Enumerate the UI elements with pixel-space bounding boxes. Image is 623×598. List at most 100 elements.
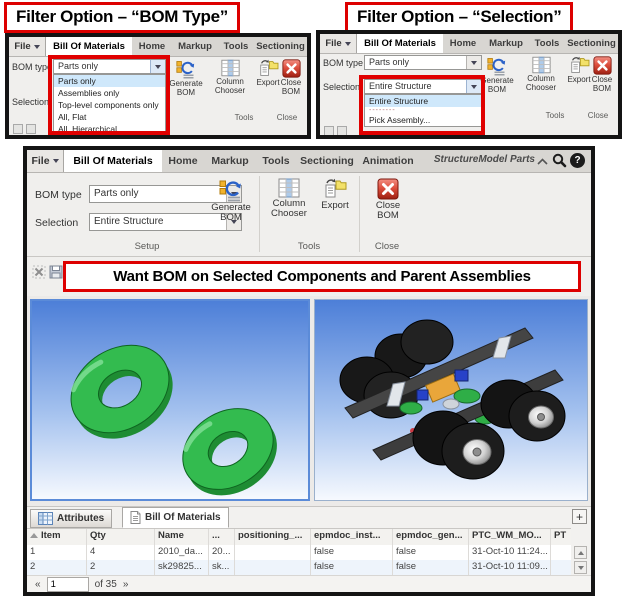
close-bom-icon: [281, 59, 301, 78]
mini2-export-button[interactable]: Export: [563, 56, 595, 85]
mini1-group-close: Close: [276, 113, 298, 122]
viewport-area: [27, 296, 591, 506]
close-bom-icon: [592, 56, 612, 75]
option-all-hierarchical[interactable]: All, Hierarchical: [58, 124, 118, 134]
column-header-epmdoc-gen[interactable]: epmdoc_gen...: [393, 529, 469, 546]
mini1-group-tools: Tools: [234, 113, 254, 122]
mini1-tab-tools[interactable]: Tools: [223, 41, 249, 52]
mini2-toolbar-sliver: [324, 126, 347, 135]
export-icon: [259, 59, 278, 76]
option-entire-structure[interactable]: Entire Structure: [365, 95, 481, 107]
column-header-ptc-wm[interactable]: PTC_WM_MO...: [469, 529, 551, 546]
column-header-more[interactable]: ...: [209, 529, 235, 546]
save-view-icon[interactable]: [337, 126, 347, 135]
scroll-down-button[interactable]: [574, 561, 587, 574]
main-tab-bill-of-materials[interactable]: Bill Of Materials: [64, 150, 162, 172]
dropdown-arrow-icon[interactable]: [466, 56, 481, 69]
mini1-tab-markup[interactable]: Markup: [178, 41, 212, 52]
mini2-tab-home[interactable]: Home: [449, 38, 477, 49]
callout-selection-title: Filter Option – “Selection”: [345, 2, 574, 33]
main-bom-type-dropdown[interactable]: Parts only: [89, 185, 242, 203]
main-tab-bar: File Bill Of Materials Home Markup Tools…: [27, 150, 591, 173]
mini1-close-bom-button[interactable]: Close BOM: [277, 59, 305, 97]
column-header-qty[interactable]: Qty: [87, 529, 155, 546]
mini2-bom-type-label: BOM type: [323, 58, 364, 68]
main-tab-animation[interactable]: Animation: [362, 155, 414, 167]
column-header-pt[interactable]: PT: [554, 530, 567, 541]
document-icon: [130, 511, 141, 524]
mini2-generate-bom-button[interactable]: Generate BOM: [476, 56, 518, 95]
bill-of-materials-tab[interactable]: Bill Of Materials: [122, 507, 229, 528]
generate-bom-icon: [487, 58, 506, 76]
mini1-tab-bar: File Bill Of Materials Home Markup Tools…: [9, 37, 307, 57]
main-column-chooser-button[interactable]: Column Chooser: [265, 178, 313, 220]
mini1-tab-sectioning[interactable]: Sectioning: [256, 41, 305, 52]
mini1-bom-type-dropdown[interactable]: Parts only: [53, 59, 166, 74]
deselect-icon[interactable]: [13, 124, 23, 134]
mini2-tab-file[interactable]: File: [320, 34, 357, 53]
main-export-button[interactable]: Export: [315, 178, 355, 211]
main-group-setup: Setup: [134, 241, 160, 252]
search-icon[interactable]: [552, 153, 567, 168]
mini1-tab-home[interactable]: Home: [138, 41, 166, 52]
mini2-bom-type-dropdown[interactable]: Parts only: [364, 55, 482, 70]
main-tab-sectioning[interactable]: Sectioning: [300, 155, 354, 167]
mini1-toolbar-sliver: [13, 124, 36, 134]
mini2-column-chooser-button[interactable]: Column Chooser: [520, 56, 562, 93]
mini1-tab-bill-of-materials[interactable]: Bill Of Materials: [46, 37, 132, 56]
bottom-panel: Attributes Bill Of Materials + Item Qty …: [27, 506, 591, 592]
deselect-icon[interactable]: [32, 265, 46, 279]
attributes-tab[interactable]: Attributes: [30, 509, 113, 528]
viewport-selected-parts[interactable]: [30, 299, 310, 501]
column-header-name[interactable]: Name: [155, 529, 209, 546]
mini2-selection-option-list: Entire Structure -------- Pick Assembly.…: [364, 94, 482, 127]
save-view-icon[interactable]: [26, 124, 36, 134]
option-top-level[interactable]: Top-level components only: [58, 100, 159, 110]
option-parts-only[interactable]: Parts only: [54, 75, 165, 87]
main-generate-bom-button[interactable]: Generate BOM: [207, 178, 255, 224]
option-all-flat[interactable]: All, Flat: [58, 112, 87, 122]
dropdown-arrow-icon[interactable]: [150, 60, 165, 73]
pagination-next-button[interactable]: »: [122, 579, 129, 590]
deselect-icon[interactable]: [324, 126, 334, 135]
main-close-bom-button[interactable]: Close BOM: [367, 178, 409, 222]
mini2-tab-bill-of-materials[interactable]: Bill Of Materials: [357, 34, 443, 53]
main-tab-markup[interactable]: Markup: [211, 155, 249, 167]
dropdown-arrow-icon[interactable]: [226, 214, 241, 230]
column-header-positioning[interactable]: positioning_...: [235, 529, 311, 546]
mini1-generate-bom-button[interactable]: Generate BOM: [165, 59, 207, 98]
column-header-item[interactable]: Item: [27, 529, 87, 546]
add-panel-button[interactable]: +: [572, 509, 587, 524]
main-tab-home[interactable]: Home: [168, 155, 198, 167]
mini2-selection-label: Selection: [323, 82, 361, 92]
export-icon: [325, 178, 347, 198]
column-header-epmdoc-inst[interactable]: epmdoc_inst...: [311, 529, 393, 546]
mini2-selection-dropdown[interactable]: Entire Structure: [364, 79, 482, 94]
mini2-tab-sectioning[interactable]: Sectioning: [567, 38, 616, 49]
option-pick-assembly[interactable]: Pick Assembly...: [369, 115, 431, 125]
save-view-icon[interactable]: [49, 265, 63, 279]
mini2-close-bom-button[interactable]: Close BOM: [588, 56, 616, 94]
table-row[interactable]: 1 4 2010_da... 20... false false 31-Oct-…: [27, 545, 571, 560]
main-selection-dropdown[interactable]: Entire Structure: [89, 213, 242, 231]
main-tab-file[interactable]: File: [27, 150, 64, 172]
main-bom-type-label: BOM type: [35, 189, 82, 201]
scroll-up-button[interactable]: [574, 546, 587, 559]
viewport-assembly[interactable]: [314, 299, 588, 501]
main-tab-tools[interactable]: Tools: [262, 155, 290, 167]
option-assemblies-only[interactable]: Assemblies only: [58, 88, 120, 98]
mini1-export-button[interactable]: Export: [252, 59, 284, 88]
mini1-tab-file[interactable]: File: [9, 37, 46, 56]
page-number-input[interactable]: [46, 577, 89, 592]
mini2-tab-markup[interactable]: Markup: [489, 38, 523, 49]
help-icon[interactable]: ?: [570, 153, 585, 168]
minimize-ribbon-icon[interactable]: [536, 156, 549, 167]
dropdown-arrow-icon[interactable]: [466, 80, 481, 93]
pagination-first-button[interactable]: «: [35, 579, 41, 590]
mini1-column-chooser-button[interactable]: Column Chooser: [209, 59, 251, 96]
mini1-bom-type-option-list: Parts only Assemblies only Top-level com…: [53, 74, 166, 135]
mini1-selection-label: Selection: [12, 97, 50, 107]
table-row[interactable]: 2 2 sk29825... sk... false false 31-Oct-…: [27, 560, 571, 575]
mini2-tab-tools[interactable]: Tools: [534, 38, 560, 49]
